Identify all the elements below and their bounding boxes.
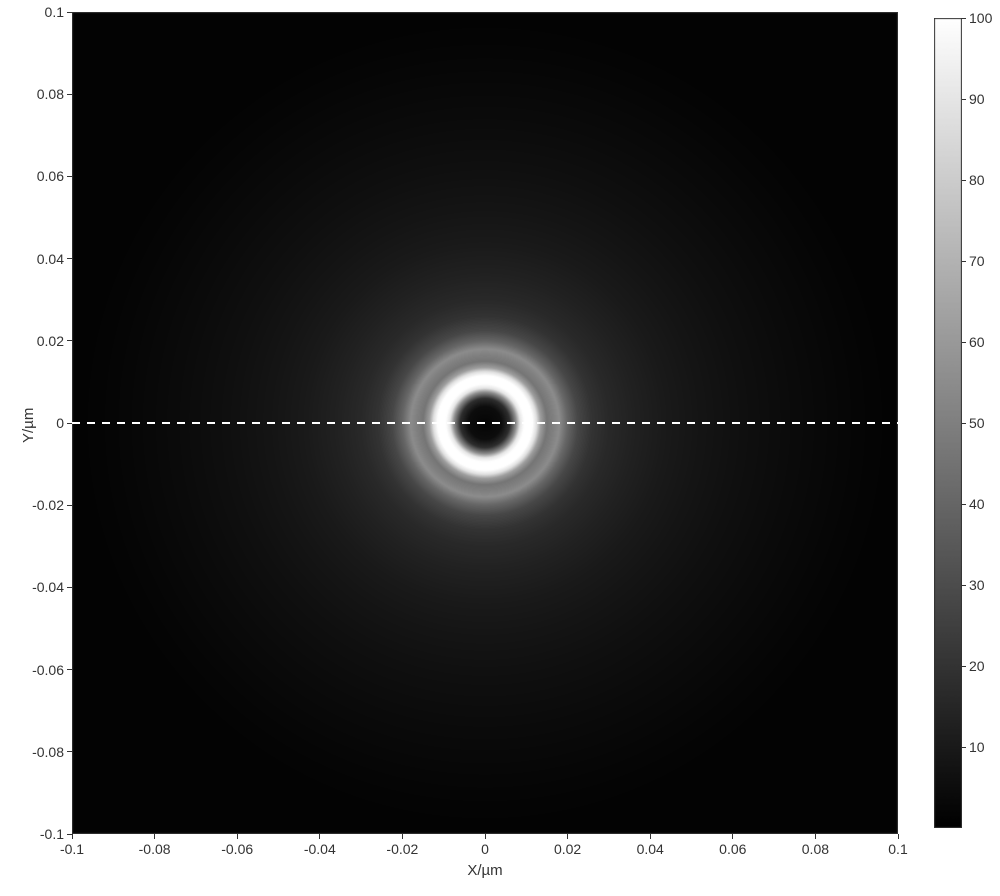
axis-tick-mark (72, 834, 73, 839)
axis-tick-label: 10 (969, 739, 985, 755)
axis-tick-label: 0 (56, 415, 64, 431)
x-axis-label: X/µm (467, 862, 502, 879)
axis-tick-mark (67, 505, 72, 506)
axis-tick-label: 60 (969, 334, 985, 350)
axis-tick-label: -0.02 (32, 497, 64, 513)
axis-tick-mark (319, 834, 320, 839)
axis-tick-label: -0.06 (32, 662, 64, 678)
axis-tick-mark (962, 666, 966, 667)
axis-tick-mark (67, 258, 72, 259)
axis-tick-label: -0.04 (304, 841, 336, 857)
axis-tick-label: 100 (969, 10, 992, 26)
axis-tick-label: -0.1 (40, 826, 64, 842)
center-dashed-line (72, 422, 898, 424)
axis-tick-mark (962, 747, 966, 748)
axis-tick-label: 0.02 (37, 333, 64, 349)
axis-tick-mark (67, 94, 72, 95)
axis-tick-label: 0.02 (554, 841, 581, 857)
axis-tick-label: -0.1 (60, 841, 84, 857)
axis-tick-mark (962, 180, 966, 181)
colorbar-canvas (934, 18, 962, 828)
axis-tick-label: 0.04 (37, 251, 64, 267)
axis-tick-mark (67, 751, 72, 752)
axis-tick-label: -0.04 (32, 579, 64, 595)
axis-tick-mark (67, 340, 72, 341)
axis-tick-mark (650, 834, 651, 839)
axis-tick-label: 50 (969, 415, 985, 431)
axis-tick-mark (962, 423, 966, 424)
axis-tick-label: 0.06 (37, 168, 64, 184)
axis-tick-label: 70 (969, 253, 985, 269)
axis-tick-mark (67, 176, 72, 177)
axis-tick-mark (567, 834, 568, 839)
axis-tick-mark (962, 585, 966, 586)
axis-tick-mark (962, 261, 966, 262)
axis-tick-mark (67, 423, 72, 424)
axis-tick-label: 0.04 (637, 841, 664, 857)
axis-tick-label: 30 (969, 577, 985, 593)
axis-tick-label: 0 (481, 841, 489, 857)
axis-tick-label: 80 (969, 172, 985, 188)
axis-tick-mark (962, 342, 966, 343)
axis-tick-mark (962, 504, 966, 505)
axis-tick-mark (67, 834, 72, 835)
axis-tick-mark (67, 587, 72, 588)
axis-tick-label: 0.1 (45, 4, 64, 20)
axis-tick-mark (67, 669, 72, 670)
axis-tick-mark (898, 834, 899, 839)
axis-tick-label: 40 (969, 496, 985, 512)
axis-tick-mark (962, 99, 966, 100)
axis-tick-label: 90 (969, 91, 985, 107)
axis-tick-label: -0.08 (139, 841, 171, 857)
axis-tick-mark (67, 12, 72, 13)
axis-tick-mark (154, 834, 155, 839)
axis-tick-mark (237, 834, 238, 839)
axis-tick-label: -0.06 (221, 841, 253, 857)
figure: X/µm Y/µm -0.1 -0.08 -0.06 -0.04 -0.02 0 0.02 0… (0, 0, 1000, 896)
axis-tick-mark (815, 834, 816, 839)
axis-tick-mark (732, 834, 733, 839)
axis-tick-label: -0.02 (386, 841, 418, 857)
axis-tick-label: 0.08 (802, 841, 829, 857)
y-axis-label: Y/µm (20, 408, 37, 443)
axis-tick-label: 20 (969, 658, 985, 674)
colorbar (934, 18, 962, 828)
axis-tick-label: 0.1 (888, 841, 907, 857)
axis-tick-mark (485, 834, 486, 839)
axis-tick-mark (402, 834, 403, 839)
axis-tick-label: 0.08 (37, 86, 64, 102)
axis-tick-label: -0.08 (32, 744, 64, 760)
axis-tick-label: 0.06 (719, 841, 746, 857)
heatmap-plot (72, 12, 898, 834)
axis-tick-mark (962, 18, 966, 19)
